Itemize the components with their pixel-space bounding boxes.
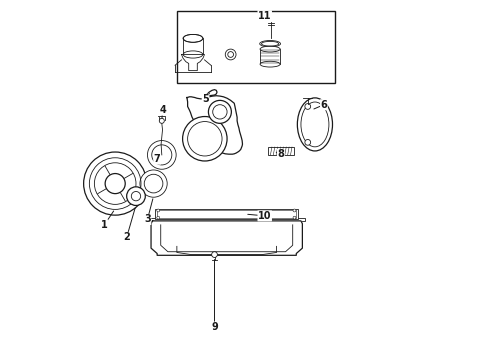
Circle shape	[157, 209, 160, 212]
Circle shape	[131, 192, 141, 201]
Circle shape	[212, 252, 218, 257]
Circle shape	[228, 51, 234, 57]
Bar	[260, 49, 280, 64]
Circle shape	[144, 174, 163, 193]
Ellipse shape	[260, 61, 280, 67]
Circle shape	[159, 118, 164, 123]
Circle shape	[305, 104, 311, 109]
Ellipse shape	[297, 98, 333, 151]
Bar	[177, 12, 335, 83]
Text: 6: 6	[320, 100, 327, 110]
Text: 9: 9	[211, 322, 218, 332]
Circle shape	[213, 105, 227, 119]
Circle shape	[293, 209, 296, 212]
Ellipse shape	[260, 46, 280, 52]
Text: 7: 7	[154, 154, 161, 164]
Ellipse shape	[183, 51, 203, 58]
Bar	[148, 218, 305, 221]
Circle shape	[157, 216, 160, 219]
Bar	[269, 147, 294, 155]
Ellipse shape	[260, 41, 280, 47]
Text: 4: 4	[159, 105, 166, 115]
Polygon shape	[187, 96, 243, 154]
Polygon shape	[151, 221, 302, 255]
Text: 3: 3	[144, 215, 151, 224]
Text: 10: 10	[258, 211, 271, 221]
Text: 2: 2	[123, 232, 130, 242]
Circle shape	[183, 117, 227, 161]
Circle shape	[126, 187, 146, 206]
Circle shape	[84, 152, 147, 215]
Text: 5: 5	[202, 94, 209, 104]
Ellipse shape	[301, 102, 329, 147]
Bar	[155, 209, 298, 220]
Text: 1: 1	[101, 220, 108, 230]
Circle shape	[208, 100, 231, 123]
Polygon shape	[205, 90, 217, 96]
Circle shape	[147, 140, 176, 169]
Circle shape	[105, 174, 125, 194]
Ellipse shape	[183, 35, 203, 42]
Bar	[157, 211, 296, 218]
Circle shape	[225, 49, 236, 60]
Polygon shape	[181, 54, 204, 71]
Circle shape	[188, 122, 222, 156]
Text: 8: 8	[277, 149, 284, 159]
Circle shape	[140, 170, 167, 197]
Circle shape	[293, 216, 296, 219]
Circle shape	[305, 139, 311, 145]
Text: 11: 11	[258, 11, 271, 21]
